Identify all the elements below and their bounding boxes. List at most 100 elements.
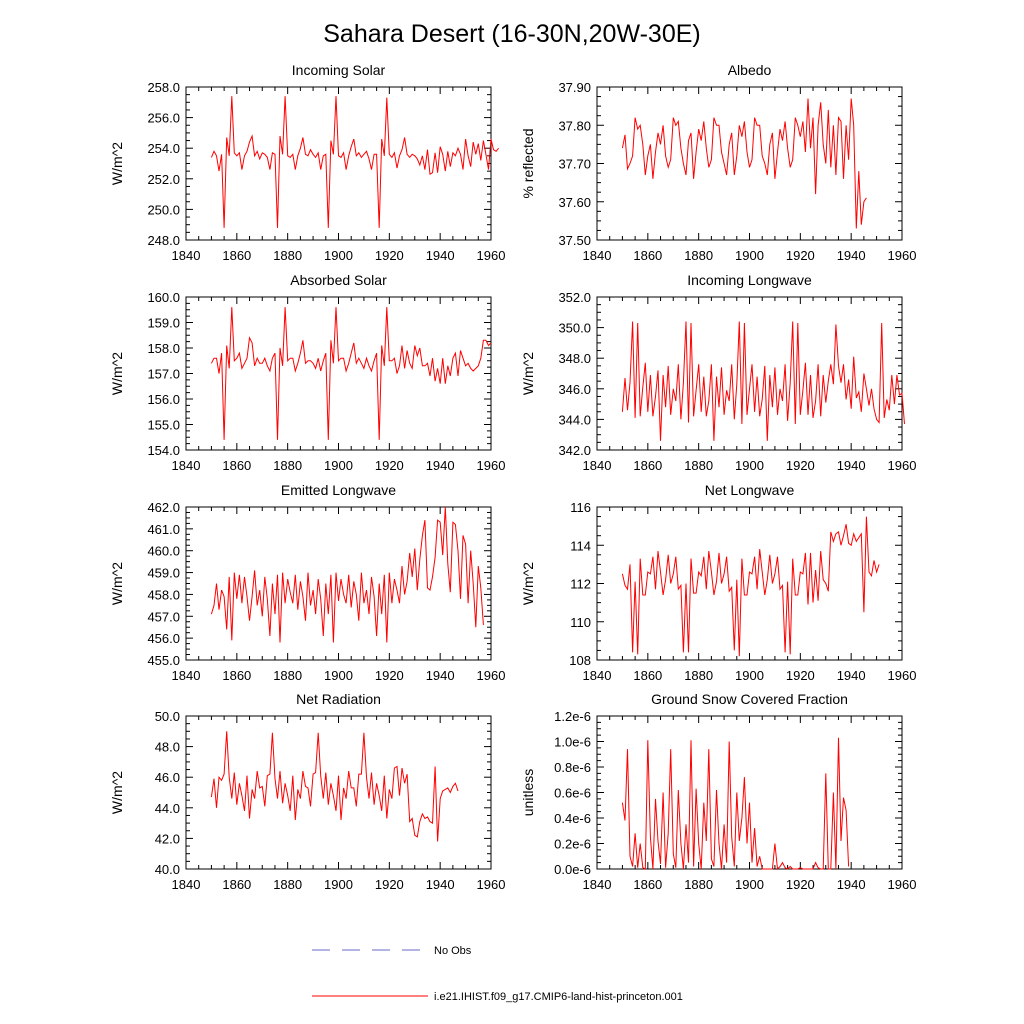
y-tick-label: 248.0 (147, 233, 180, 248)
x-tick-label: 1860 (222, 458, 251, 473)
y-tick-label: 352.0 (558, 290, 591, 305)
chart-title: Emitted Longwave (281, 482, 396, 498)
y-tick-label: 0.2e-6 (554, 837, 591, 852)
series-line-model (621, 321, 905, 441)
x-tick-label: 1940 (837, 877, 866, 892)
y-tick-label: 459.0 (147, 566, 180, 581)
x-tick-label: 1940 (837, 668, 866, 683)
y-tick-label: 160.0 (147, 290, 180, 305)
y-tick-label: 110 (570, 615, 591, 630)
x-tick-label: 1940 (426, 458, 455, 473)
y-tick-label: 344.0 (558, 412, 591, 427)
y-tick-label: 37.80 (558, 118, 591, 133)
chart-incoming-longwave: Incoming Longwave 1840 1860 1880 1900 1920 194… (520, 272, 916, 473)
y-tick-label: 159.0 (147, 316, 180, 331)
y-tick-label: 350.0 (558, 321, 591, 336)
y-tick-label: 46.0 (155, 770, 180, 785)
legend: No Obs i.e21.IHIST.f09_g17.CMIP6-land-hi… (312, 945, 683, 1003)
x-tick-label: 1900 (324, 458, 353, 473)
chart-albedo: Albedo 1840 1860 1880 1900 1920 1940 1960 37.50 3… (520, 62, 916, 263)
y-tick-label: 42.0 (155, 831, 180, 846)
y-tick-label: 50.0 (155, 709, 180, 724)
chart-net-longwave: Net Longwave 1840 1860 1880 1900 1920 1940 1960… (520, 482, 916, 683)
y-tick-label: 455.0 (147, 653, 180, 668)
y-tick-label: 37.90 (558, 80, 591, 95)
chart-ground-snow-covered-fraction: Ground Snow Covered Fraction 1840 1860 1880… (520, 691, 916, 892)
y-tick-label: 348.0 (558, 351, 591, 366)
y-tick-label: 156.0 (147, 392, 180, 407)
x-tick-label: 1920 (375, 248, 404, 263)
series-line-model (210, 506, 484, 643)
plot-frame (185, 86, 492, 241)
y-tick-label: 155.0 (147, 418, 180, 433)
x-tick-label: 1880 (684, 668, 713, 683)
series-line-model (621, 737, 850, 871)
x-tick-label: 1880 (273, 668, 302, 683)
x-tick-label: 1840 (172, 877, 201, 892)
chart-title: Net Longwave (705, 482, 795, 498)
y-tick-label: 37.50 (558, 233, 591, 248)
x-tick-label: 1840 (583, 248, 612, 263)
chart-title: Absorbed Solar (290, 272, 387, 288)
x-tick-label: 1880 (273, 877, 302, 892)
y-tick-label: 461.0 (147, 522, 180, 537)
y-tick-label: 48.0 (155, 740, 180, 755)
x-tick-label: 1920 (786, 248, 815, 263)
x-tick-label: 1900 (735, 248, 764, 263)
chart-title: Albedo (728, 62, 772, 78)
x-tick-label: 1860 (222, 248, 251, 263)
chart-title: Incoming Solar (292, 62, 386, 78)
chart-emitted-longwave: Emitted Longwave 1840 1860 1880 1900 1920 1940… (109, 482, 505, 683)
y-tick-label: 114 (570, 538, 591, 553)
chart-panels: Incoming Solar 1840 1860 1880 1900 1920 1940 19… (109, 62, 916, 892)
y-tick-label: 1.0e-6 (554, 735, 591, 750)
chart-title: Ground Snow Covered Fraction (651, 691, 848, 707)
y-tick-label: 40.0 (155, 862, 180, 877)
y-tick-label: 1.2e-6 (554, 709, 591, 724)
x-tick-label: 1840 (172, 458, 201, 473)
plot-frame (596, 506, 903, 661)
x-tick-label: 1900 (735, 877, 764, 892)
y-tick-label: 460.0 (147, 544, 180, 559)
series-line-model (210, 96, 499, 228)
x-tick-label: 1900 (735, 668, 764, 683)
x-tick-label: 1920 (375, 877, 404, 892)
y-tick-label: 457.0 (147, 609, 180, 624)
y-tick-label: 0.4e-6 (554, 811, 591, 826)
x-tick-label: 1860 (633, 248, 662, 263)
x-tick-label: 1960 (888, 458, 917, 473)
x-tick-label: 1960 (888, 668, 917, 683)
chart-absorbed-solar: Absorbed Solar 1840 1860 1880 1900 1920 1940 19… (109, 272, 505, 473)
x-tick-label: 1940 (837, 248, 866, 263)
y-tick-label: 0.6e-6 (554, 786, 591, 801)
x-tick-label: 1920 (375, 668, 404, 683)
x-tick-label: 1960 (477, 458, 506, 473)
y-tick-label: 462.0 (147, 500, 180, 515)
x-tick-label: 1960 (888, 248, 917, 263)
x-tick-label: 1880 (684, 458, 713, 473)
y-tick-label: 250.0 (147, 202, 180, 217)
chart-title: Incoming Longwave (687, 272, 812, 288)
x-tick-label: 1900 (324, 248, 353, 263)
x-tick-label: 1880 (273, 458, 302, 473)
plot-frame (185, 715, 492, 870)
y-tick-label: 456.0 (147, 631, 180, 646)
y-tick-label: 0.8e-6 (554, 760, 591, 775)
x-tick-label: 1840 (583, 458, 612, 473)
y-tick-label: 37.70 (558, 157, 591, 172)
x-tick-label: 1880 (684, 877, 713, 892)
x-tick-label: 1920 (786, 877, 815, 892)
y-axis-label: W/m^2 (109, 562, 125, 605)
x-tick-label: 1840 (172, 248, 201, 263)
series-line-model (210, 731, 459, 842)
x-tick-label: 1900 (324, 877, 353, 892)
x-tick-label: 1940 (837, 458, 866, 473)
y-tick-label: 342.0 (558, 443, 591, 458)
series-line-model (621, 98, 867, 229)
x-tick-label: 1900 (735, 458, 764, 473)
y-tick-label: 154.0 (147, 443, 180, 458)
y-tick-label: 108 (569, 653, 591, 668)
plot-frame (596, 296, 903, 451)
y-tick-label: 37.60 (558, 195, 591, 210)
